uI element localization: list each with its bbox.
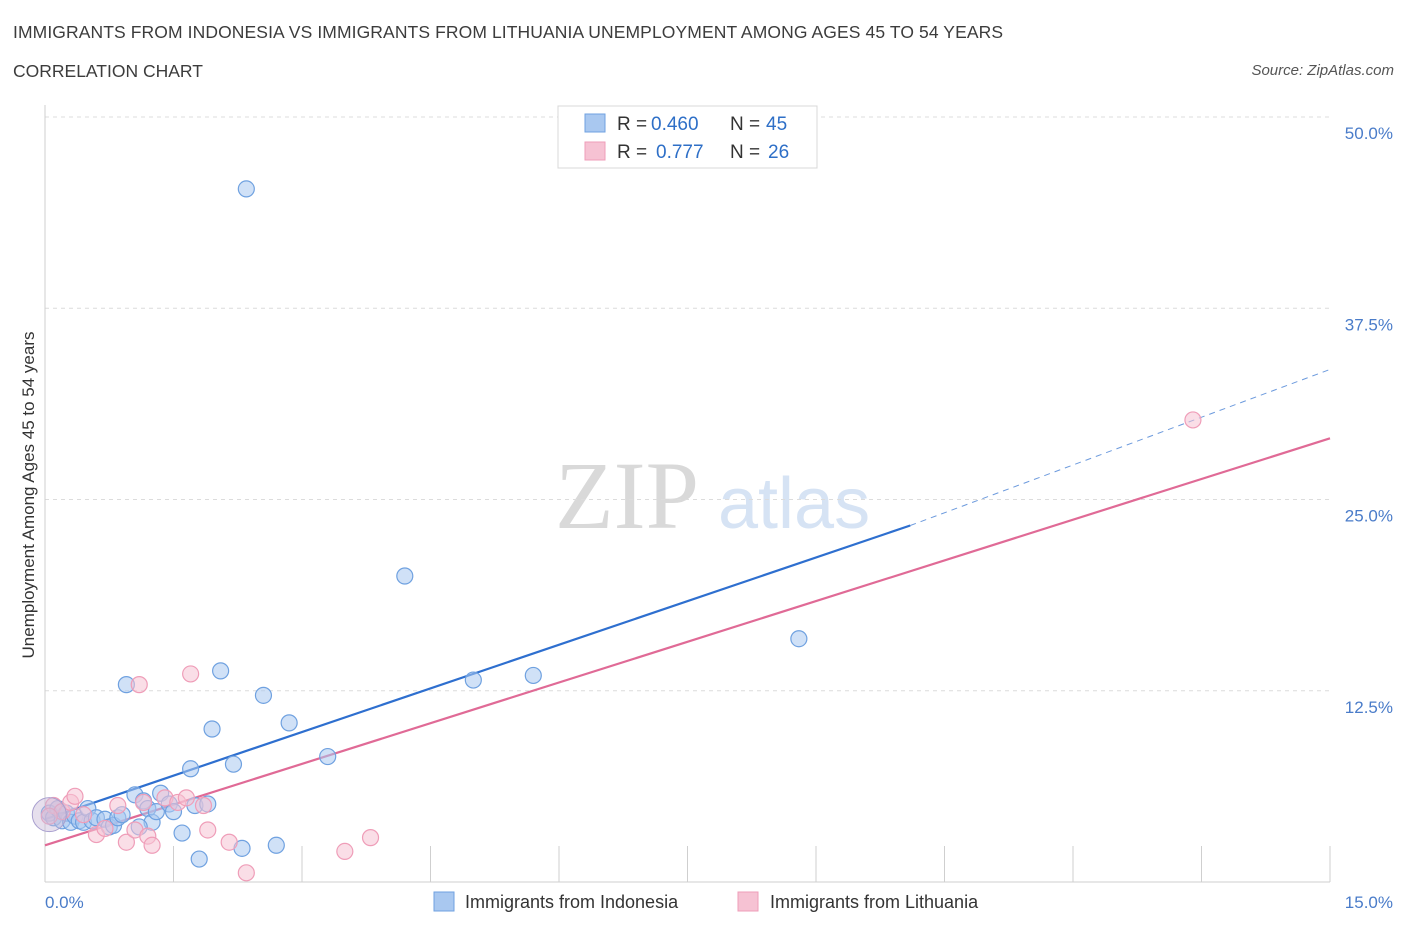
point-cluster-origin [31,797,67,833]
y-axis-label: Unemployment Among Ages 45 to 54 years [19,332,38,659]
x-tick-label-min: 0.0% [45,893,84,912]
point-indonesia-42 [524,666,542,685]
point-lithuania-6 [96,819,114,838]
point-lithuania-18 [194,796,213,815]
point-indonesia-41 [464,671,482,689]
point-lithuania-25 [40,807,58,825]
legend-r-value-1: 0.460 [651,114,699,135]
y-tick-labels: 12.5% 25.0% 37.5% 50.0% [1345,124,1393,717]
trend-line-extension-indonesia [910,368,1331,526]
point-indonesia-27 [182,760,200,778]
point-indonesia-39 [319,747,337,766]
trend-lines [44,368,1331,847]
point-indonesia-38 [280,714,298,732]
series-legend-label-lithuania: Immigrants from Lithuania [770,892,979,912]
point-lithuania-16 [177,789,195,807]
point-lithuania-19 [199,821,217,839]
legend-r-value-2: 0.777 [656,142,704,163]
point-lithuania-24 [1184,411,1202,429]
legend-n-label-2: N = [730,142,760,163]
point-indonesia-29 [190,850,208,868]
legend-r-label-2: R = [617,142,647,163]
watermark-zip: ZIP [555,442,699,549]
axes [44,105,1331,883]
x-tick-label-max: 15.0% [1345,893,1393,912]
data-points [31,180,1202,882]
y-tick-label-1: 25.0% [1345,507,1393,526]
legend-r-label-1: R = [617,114,647,135]
point-indonesia-22 [147,803,165,821]
point-lithuania-3 [66,787,84,805]
point-indonesia-35 [237,180,255,198]
point-indonesia-43 [790,630,808,648]
legend-n-value-2: 26 [768,142,789,163]
point-lithuania-8 [117,833,135,851]
series-legend-swatch-lithuania [737,891,759,912]
point-lithuania-7 [109,796,127,815]
point-lithuania-23 [361,829,380,847]
point-lithuania-22 [336,842,354,861]
point-lithuania-21 [237,864,255,882]
point-indonesia-37 [267,836,285,854]
point-indonesia-32 [212,662,230,680]
trend-line-indonesia [44,524,911,821]
legend-n-label-1: N = [730,114,760,135]
y-tick-label-0: 12.5% [1345,698,1393,717]
y-tick-label-2: 37.5% [1345,315,1393,334]
point-indonesia-31 [203,720,221,738]
point-lithuania-17 [182,665,200,683]
series-legend-swatch-indonesia [433,891,455,912]
point-lithuania-13 [143,836,161,854]
point-indonesia-36 [254,686,273,704]
legend-n-value-1: 45 [766,114,787,135]
point-lithuania-4 [74,806,93,824]
gridlines [45,116,1330,692]
point-indonesia-40 [396,567,414,585]
legend-swatch-indonesia [584,113,606,133]
point-lithuania-11 [134,793,153,812]
point-indonesia-33 [224,755,243,773]
point-lithuania-20 [220,833,238,851]
correlation-legend: R = 0.460 N = 45 R = 0.777 N = 26 [557,105,818,169]
trend-line-lithuania [44,437,1331,847]
legend-swatch-lithuania [584,141,606,161]
chart-source: Source: ZipAtlas.com [1251,62,1394,79]
point-lithuania-10 [130,676,148,694]
point-indonesia-26 [173,824,191,842]
chart-title: IMMIGRANTS FROM INDONESIA VS IMMIGRANTS … [13,22,1004,42]
watermark-atlas: atlas [718,464,870,544]
series-legend-label-indonesia: Immigrants from Indonesia [465,892,679,912]
y-tick-label-3: 50.0% [1345,124,1393,143]
chart-subtitle: CORRELATION CHART [13,61,203,81]
series-legend: Immigrants from Indonesia Immigrants fro… [433,891,979,912]
